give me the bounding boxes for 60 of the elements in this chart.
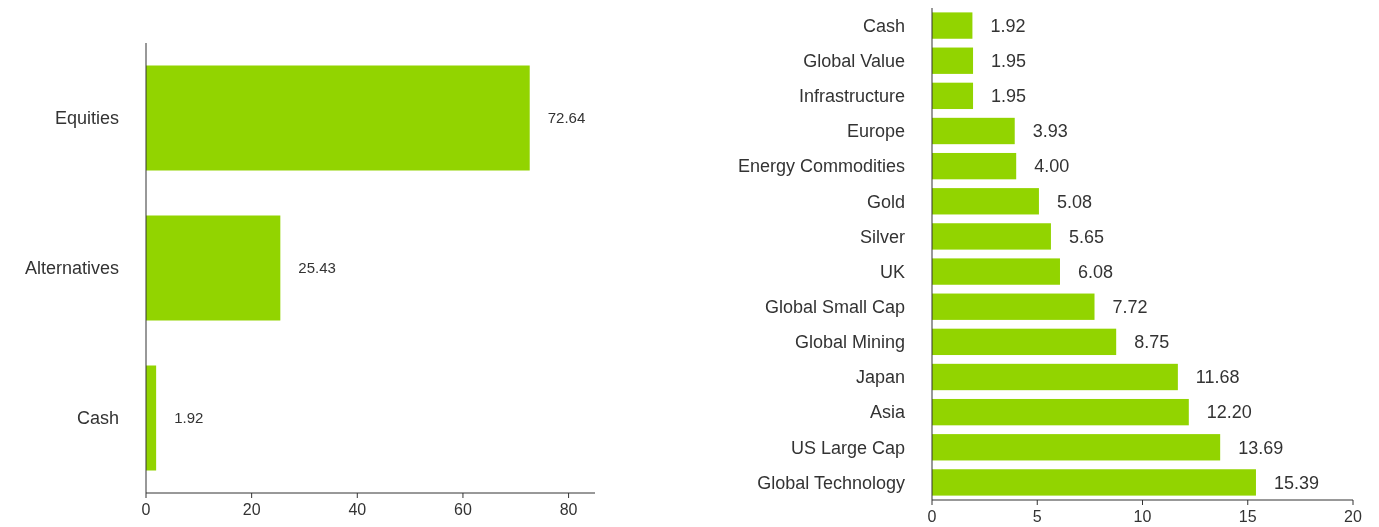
data-label: 6.08 [1077, 261, 1114, 282]
bar [932, 12, 973, 39]
y-tick-label: US Large Cap [790, 437, 905, 458]
y-tick-label: Infrastructure [798, 86, 905, 107]
data-label: 1.95 [991, 51, 1027, 72]
data-label: 1.95 [991, 86, 1027, 107]
y-tick-label: Europe [846, 121, 905, 142]
bar [932, 188, 1039, 215]
bar [932, 363, 1178, 391]
bar [932, 258, 1060, 285]
y-tick-label: UK [879, 261, 905, 282]
y-tick-label: Alternatives [24, 258, 119, 279]
data-label: 25.43 [298, 259, 336, 277]
data-label: 5.08 [1056, 191, 1092, 212]
data-label: 4.00 [1034, 156, 1070, 177]
data-label: 5.65 [1068, 226, 1104, 247]
y-tick-label: Cash [862, 15, 905, 36]
y-tick-label: Energy Commodities [737, 156, 905, 177]
x-tick-label: 0 [927, 508, 937, 525]
data-label: 11.68 [1195, 367, 1240, 388]
x-tick-label: 10 [1133, 508, 1152, 525]
x-tick-label: 20 [1344, 508, 1362, 525]
y-tick-label: Japan [855, 367, 905, 388]
bar [932, 223, 1051, 250]
y-tick-label: Equities [54, 108, 119, 129]
y-tick-label: Gold [866, 191, 905, 212]
bar [932, 82, 974, 110]
bar [932, 152, 1017, 180]
data-label: 3.93 [1032, 121, 1068, 142]
bar [932, 434, 1221, 461]
data-label: 1.92 [174, 409, 204, 427]
y-tick-label: Asia [869, 402, 906, 423]
x-tick-label: 5 [1032, 508, 1042, 525]
bar [146, 215, 281, 321]
x-tick-label: 15 [1238, 508, 1257, 525]
data-label: 72.64 [547, 109, 586, 127]
x-tick-label: 60 [454, 501, 472, 518]
x-tick-label: 0 [141, 501, 151, 518]
x-tick-label: 40 [348, 501, 367, 518]
bar [146, 65, 530, 171]
data-label: 15.39 [1273, 472, 1320, 493]
x-tick-label: 20 [242, 501, 261, 518]
data-label: 8.75 [1134, 332, 1170, 353]
bar [932, 47, 974, 74]
bar [932, 469, 1256, 496]
bar [932, 398, 1189, 426]
y-tick-label: Cash [76, 408, 119, 429]
data-label: 12.20 [1206, 402, 1252, 423]
y-tick-label: Global Mining [794, 332, 905, 353]
data-label: 13.69 [1238, 437, 1284, 458]
bar [932, 328, 1117, 356]
bar [932, 293, 1095, 320]
x-tick-label: 80 [559, 501, 578, 518]
data-label: 7.72 [1112, 297, 1148, 318]
y-tick-label: Global Technology [757, 472, 905, 493]
y-tick-label: Silver [859, 226, 905, 247]
bar [932, 117, 1015, 145]
y-tick-label: Global Value [803, 51, 905, 72]
y-tick-label: Global Small Cap [764, 297, 905, 318]
data-label: 1.92 [990, 15, 1026, 36]
